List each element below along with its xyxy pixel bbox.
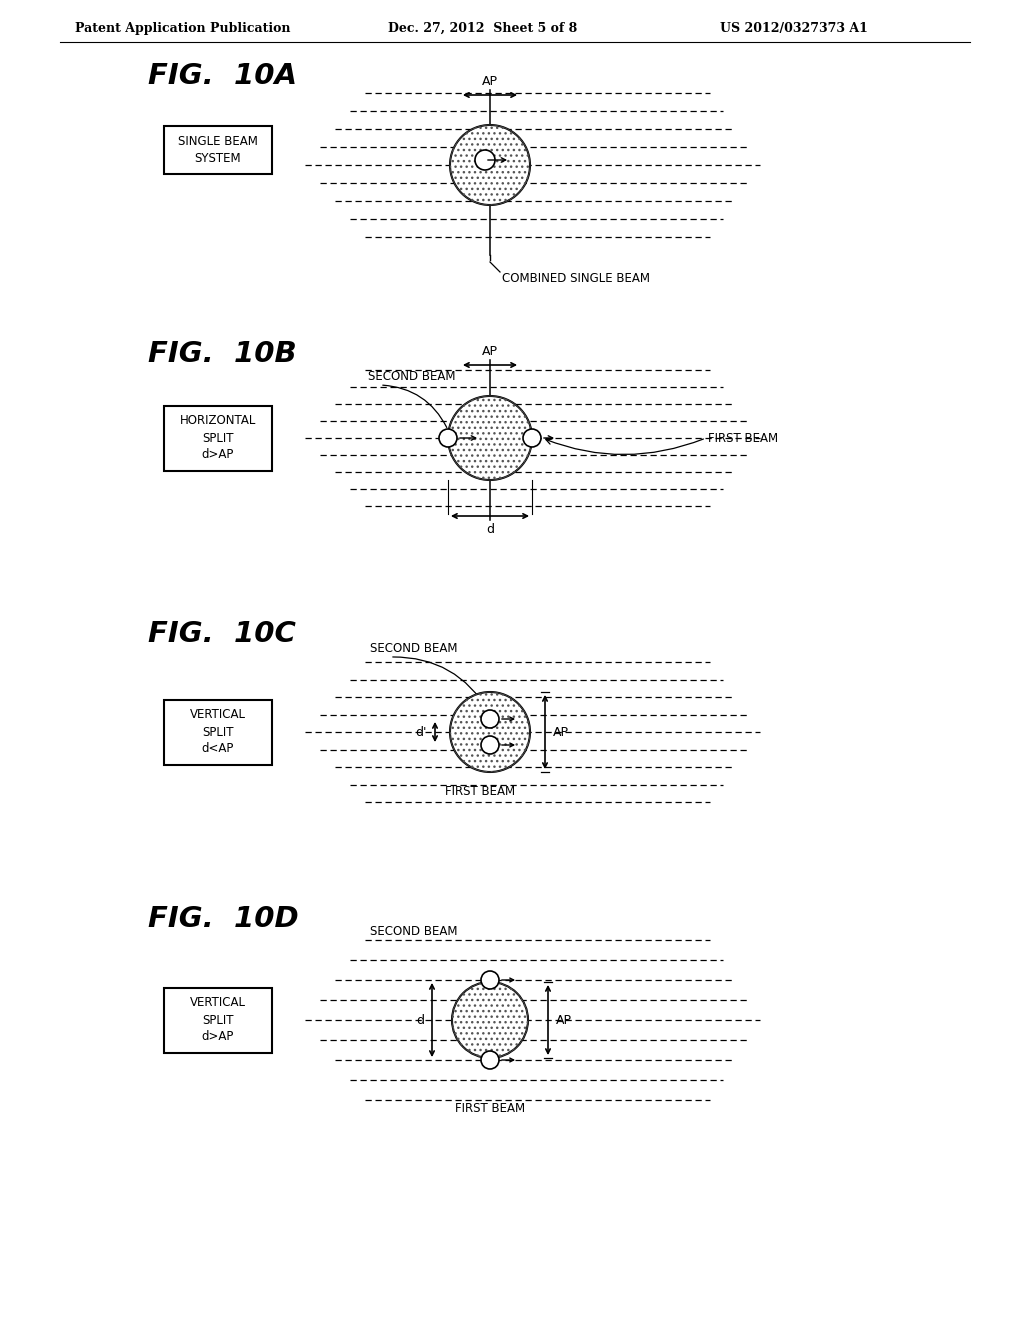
Text: FIG.  10A: FIG. 10A (148, 62, 297, 90)
Text: FIG.  10B: FIG. 10B (148, 341, 297, 368)
Text: SECOND BEAM: SECOND BEAM (370, 925, 458, 939)
Text: AP: AP (556, 1014, 572, 1027)
Text: FIRST BEAM: FIRST BEAM (455, 1102, 525, 1115)
Text: FIG.  10C: FIG. 10C (148, 620, 296, 648)
Text: SPLIT: SPLIT (203, 726, 233, 738)
Text: FIG.  10D: FIG. 10D (148, 906, 299, 933)
Text: SPLIT: SPLIT (203, 432, 233, 445)
Circle shape (439, 429, 457, 447)
Circle shape (481, 1051, 499, 1069)
Text: AP: AP (553, 726, 569, 738)
FancyBboxPatch shape (164, 987, 272, 1052)
Text: AP: AP (482, 345, 498, 358)
Circle shape (475, 150, 495, 170)
Text: Dec. 27, 2012  Sheet 5 of 8: Dec. 27, 2012 Sheet 5 of 8 (388, 22, 578, 36)
Text: VERTICAL: VERTICAL (190, 709, 246, 722)
FancyBboxPatch shape (164, 405, 272, 470)
Circle shape (452, 982, 528, 1059)
Circle shape (481, 737, 499, 754)
Text: d: d (486, 523, 494, 536)
Text: SINGLE BEAM: SINGLE BEAM (178, 135, 258, 148)
Circle shape (449, 396, 532, 480)
Text: VERTICAL: VERTICAL (190, 997, 246, 1010)
Text: d': d' (416, 726, 427, 738)
Text: d<AP: d<AP (202, 742, 234, 755)
Text: AP: AP (482, 75, 498, 88)
Text: Patent Application Publication: Patent Application Publication (75, 22, 291, 36)
Text: d: d (416, 1014, 424, 1027)
Text: FIRST BEAM: FIRST BEAM (445, 785, 515, 799)
Text: FIRST BEAM: FIRST BEAM (708, 432, 778, 445)
Text: SYSTEM: SYSTEM (195, 152, 242, 165)
Text: d>AP: d>AP (202, 449, 234, 462)
Circle shape (450, 692, 530, 772)
Text: HORIZONTAL: HORIZONTAL (180, 414, 256, 428)
Circle shape (450, 125, 530, 205)
Circle shape (481, 972, 499, 989)
Text: SPLIT: SPLIT (203, 1014, 233, 1027)
Circle shape (523, 429, 541, 447)
Text: d>AP: d>AP (202, 1031, 234, 1044)
Circle shape (481, 710, 499, 729)
Text: SECOND BEAM: SECOND BEAM (370, 642, 458, 655)
Text: SECOND BEAM: SECOND BEAM (368, 370, 456, 383)
Text: COMBINED SINGLE BEAM: COMBINED SINGLE BEAM (502, 272, 650, 285)
FancyBboxPatch shape (164, 700, 272, 764)
FancyBboxPatch shape (164, 125, 272, 174)
Text: US 2012/0327373 A1: US 2012/0327373 A1 (720, 22, 868, 36)
